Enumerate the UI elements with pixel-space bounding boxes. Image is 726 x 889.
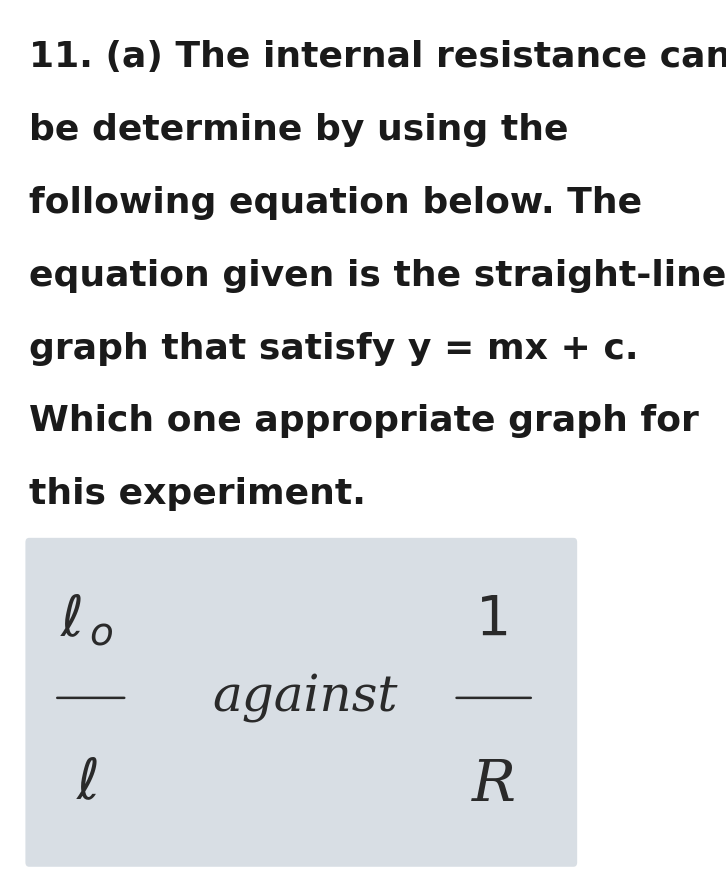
Text: following equation below. The: following equation below. The [29, 186, 643, 220]
Text: be determine by using the: be determine by using the [29, 113, 568, 147]
Text: graph that satisfy y = mx + c.: graph that satisfy y = mx + c. [29, 332, 639, 365]
Text: against: against [212, 673, 398, 723]
Text: 1: 1 [476, 593, 511, 647]
Text: Which one appropriate graph for: Which one appropriate graph for [29, 404, 699, 438]
FancyBboxPatch shape [25, 538, 577, 867]
Text: 11. (a) The internal resistance can: 11. (a) The internal resistance can [29, 40, 726, 74]
Text: this experiment.: this experiment. [29, 477, 366, 511]
Text: R: R [472, 757, 515, 814]
Text: equation given is the straight-line: equation given is the straight-line [29, 259, 726, 292]
Text: $\ell$: $\ell$ [76, 757, 98, 811]
Text: $\ell_{\,o}$: $\ell_{\,o}$ [60, 593, 114, 647]
